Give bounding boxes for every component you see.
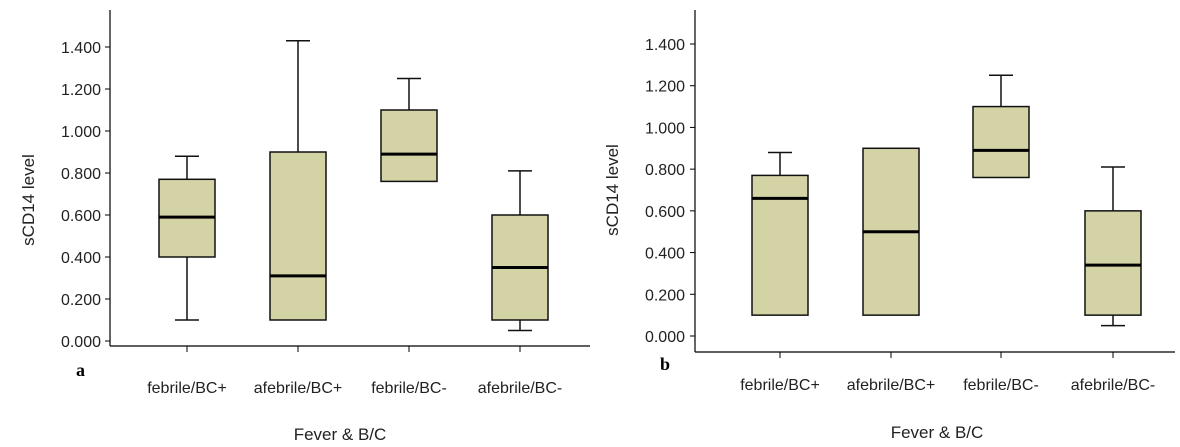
x-category-label: febrile/BC- bbox=[963, 377, 1039, 394]
x-category-label: febrile/BC+ bbox=[740, 377, 820, 394]
panel-letter: a bbox=[76, 360, 85, 380]
x-axis-title: Fever & B/C bbox=[891, 423, 984, 442]
y-tick-label: 1.000 bbox=[645, 120, 685, 137]
y-tick-label: 0.800 bbox=[61, 166, 101, 183]
x-category-label: afebrile/BC+ bbox=[254, 380, 343, 397]
y-tick-label: 0.600 bbox=[645, 204, 685, 221]
y-tick-label: 0.400 bbox=[61, 250, 101, 267]
y-tick-label: 0.200 bbox=[645, 287, 685, 304]
y-axis-title: sCD14 level bbox=[603, 144, 622, 236]
y-tick-label: 1.200 bbox=[645, 79, 685, 96]
panel-a: 0.000 0.200 0.400 0.600 0.800 1.000 1.200 1.400… bbox=[19, 10, 590, 444]
box-iqr bbox=[1084, 210, 1142, 316]
box-iqr bbox=[380, 109, 438, 183]
y-tick-label: 0.000 bbox=[645, 329, 685, 346]
y-tick-label: 1.000 bbox=[61, 124, 101, 141]
y-axis-title: sCD14 level bbox=[19, 154, 38, 246]
x-category-label: afebrile/BC- bbox=[1071, 377, 1155, 394]
box-iqr bbox=[269, 151, 327, 321]
x-category-label: afebrile/BC+ bbox=[847, 377, 936, 394]
y-tick-label: 1.200 bbox=[61, 82, 101, 99]
panel-letter: b bbox=[660, 354, 670, 374]
y-tick-label: 0.400 bbox=[645, 246, 685, 263]
box-iqr bbox=[751, 174, 809, 316]
box-iqr bbox=[972, 105, 1030, 179]
x-category-label: febrile/BC- bbox=[371, 380, 447, 397]
y-tick-label: 1.400 bbox=[61, 40, 101, 57]
x-category-label: afebrile/BC- bbox=[478, 380, 562, 397]
panel-b: 0.000 0.200 0.400 0.600 0.800 1.000 1.200 1.400… bbox=[603, 10, 1175, 442]
y-tick-label: 0.200 bbox=[61, 292, 101, 309]
x-category-label: febrile/BC+ bbox=[147, 380, 227, 397]
y-tick-label: 0.000 bbox=[61, 334, 101, 351]
y-tick-label: 0.600 bbox=[61, 208, 101, 225]
x-axis-title: Fever & B/C bbox=[294, 425, 387, 444]
y-tick-label: 1.400 bbox=[645, 37, 685, 54]
y-tick-label: 0.800 bbox=[645, 162, 685, 179]
